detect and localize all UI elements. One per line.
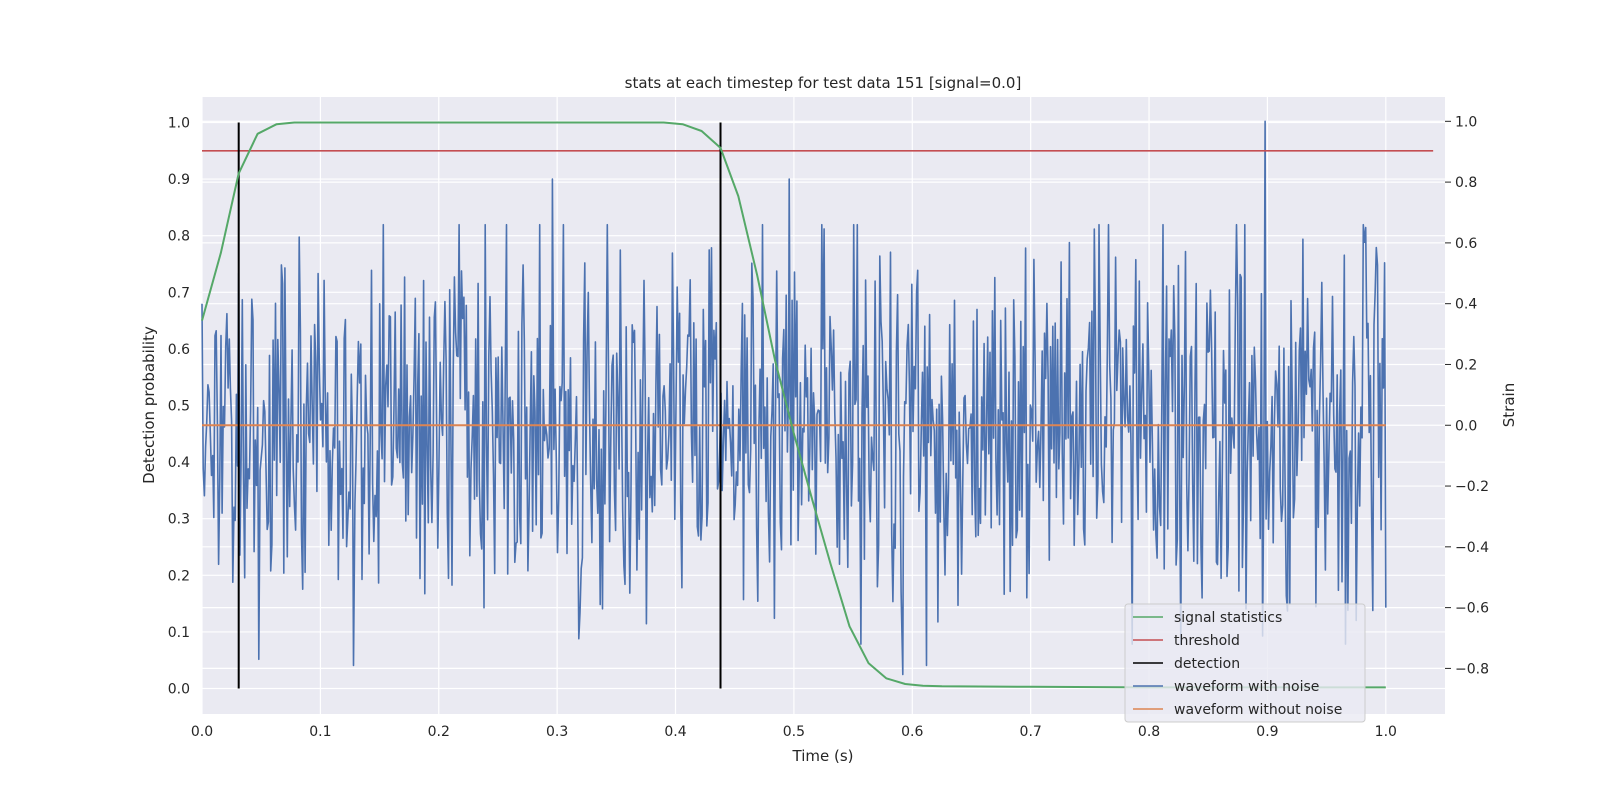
y-left-tick-label: 0.6 — [168, 342, 190, 358]
y-right-tick-label: −0.4 — [1455, 540, 1489, 556]
y-right-tick-label: −0.2 — [1455, 479, 1489, 495]
x-tick-labels: 0.0 0.1 0.2 0.3 0.4 0.5 0.6 0.7 0.8 0.9 1.0 — [191, 724, 1397, 740]
y-right-tick-label: −0.8 — [1455, 661, 1489, 677]
x-tick-label: 0.8 — [1138, 724, 1160, 740]
x-tick-label: 1.0 — [1375, 724, 1397, 740]
legend: signal statistics threshold detection wa… — [1124, 603, 1366, 723]
x-tick-label: 0.0 — [191, 724, 213, 740]
y-right-tick-label: −0.6 — [1455, 601, 1489, 617]
legend-label-waveform-without-noise: waveform without noise — [1174, 702, 1342, 718]
x-tick-label: 0.9 — [1256, 724, 1278, 740]
legend-box — [1124, 603, 1366, 723]
x-tick-label: 0.7 — [1020, 724, 1042, 740]
y-left-tick-label: 0.9 — [168, 172, 190, 188]
x-axis-label: Time (s) — [792, 747, 854, 765]
y-axis-right-label: Strain — [1500, 383, 1518, 427]
y-left-tick-label: 0.7 — [168, 285, 190, 301]
y-left-tick-labels: 0.0 0.1 0.2 0.3 0.4 0.5 0.6 0.7 0.8 0.9 1.0 — [168, 115, 190, 697]
chart-title: stats at each timestep for test data 151… — [625, 74, 1022, 92]
y-left-tick-label: 0.1 — [168, 625, 190, 641]
legend-label-signal-statistics: signal statistics — [1174, 610, 1282, 626]
y-left-tick-label: 0.5 — [168, 399, 190, 415]
y-left-tick-label: 0.2 — [168, 568, 190, 584]
legend-label-threshold: threshold — [1174, 633, 1240, 649]
x-tick-label: 0.4 — [664, 724, 686, 740]
y-right-tick-label: 0.8 — [1455, 175, 1477, 191]
series-layer — [201, 120, 1434, 689]
legend-label-detection: detection — [1174, 656, 1240, 672]
y-right-tick-label: 0.2 — [1455, 357, 1477, 373]
x-tick-label: 0.5 — [783, 724, 805, 740]
x-tick-label: 0.2 — [428, 724, 450, 740]
y-left-tick-label: 0.4 — [168, 455, 190, 471]
y-left-tick-label: 1.0 — [168, 115, 190, 131]
y-right-tick-label: 0.6 — [1455, 236, 1477, 252]
x-tick-label: 0.3 — [546, 724, 568, 740]
y-right-tick-label: 1.0 — [1455, 114, 1477, 130]
y-right-tick-labels: −0.8 −0.6 −0.4 −0.2 0.0 0.2 0.4 0.6 0.8 1.0 — [1445, 114, 1489, 677]
y-left-tick-label: 0.0 — [168, 682, 190, 698]
y-left-tick-label: 0.8 — [168, 229, 190, 245]
y-left-tick-label: 0.3 — [168, 512, 190, 528]
legend-label-waveform-with-noise: waveform with noise — [1174, 679, 1319, 695]
y-axis-left-label: Detection probability — [140, 326, 158, 484]
y-right-tick-label: 0.4 — [1455, 297, 1477, 313]
x-tick-label: 0.6 — [901, 724, 923, 740]
y-right-tick-label: 0.0 — [1455, 418, 1477, 434]
series-line-signal-statistics — [201, 121, 1386, 689]
x-tick-label: 0.1 — [309, 724, 331, 740]
